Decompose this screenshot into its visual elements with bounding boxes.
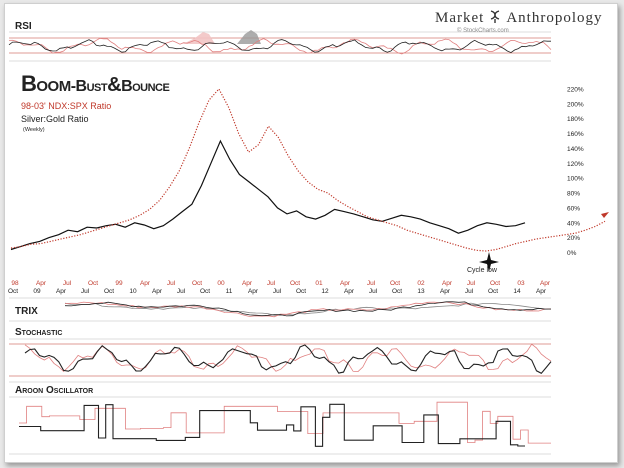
cycle-low-star-icon <box>479 252 499 272</box>
cycle-low-annotation: Cycle low <box>467 267 497 274</box>
top-axis-tick: Oct <box>390 280 400 287</box>
top-axis-tick: 99 <box>115 280 123 287</box>
y-tick-label: 220% <box>567 87 584 94</box>
bottom-axis-tick: Apr <box>536 288 547 295</box>
top-axis-tick: Apr <box>540 280 551 287</box>
bottom-axis-tick: Apr <box>344 288 355 295</box>
chart-canvas: 220%200%180%160%140%120%100%80%60%40%20%… <box>8 30 609 455</box>
top-axis-tick: Apr <box>140 280 151 287</box>
aroon-series-black <box>19 403 525 447</box>
brand-right: Anthropology <box>506 10 603 26</box>
legend-weekly: (Weekly) <box>23 127 45 133</box>
top-axis-tick: Apr <box>340 280 351 287</box>
bottom-axis-tick: Oct <box>8 288 18 295</box>
rsi-title: RSI <box>15 21 32 32</box>
top-axis-tick: Jul <box>167 280 176 287</box>
rsi-peak-shade-2 <box>237 30 261 44</box>
main-chart-title: Boom-Bust&Bounce <box>21 71 170 96</box>
bottom-axis-tick: Jul <box>273 288 282 295</box>
y-tick-label: 140% <box>567 146 584 153</box>
bottom-axis-tick: 12 <box>321 288 329 295</box>
bottom-axis-tick: Jul <box>177 288 186 295</box>
bottom-axis-tick: 14 <box>513 288 521 295</box>
top-axis-tick: Apr <box>442 280 453 287</box>
brand-left: Market <box>435 10 485 26</box>
top-axis-tick: Oct <box>192 280 202 287</box>
top-axis-tick: 01 <box>315 280 323 287</box>
y-tick-label: 180% <box>567 116 584 123</box>
rsi-peak-shade-1 <box>183 32 215 44</box>
y-tick-label: 100% <box>567 176 584 183</box>
bottom-axis-tick: 09 <box>33 288 41 295</box>
top-axis-tick: Jul <box>63 280 72 287</box>
series-ndx-spx <box>10 87 606 252</box>
y-tick-label: 40% <box>567 220 580 227</box>
bottom-axis-tick: 13 <box>417 288 425 295</box>
legend-silver-gold: Silver:Gold Ratio <box>21 114 89 124</box>
brand-logo: Market Anthropology <box>435 10 603 27</box>
chart-frame: 220% 200% 180% 160% 140% 120% 100% 80% 60% 40% 20%… <box>4 3 618 463</box>
top-axis-tick: Oct <box>290 280 300 287</box>
top-axis-tick: Jul <box>267 280 276 287</box>
top-axis-tick: Apr <box>242 280 253 287</box>
bottom-axis-tick: Jul <box>81 288 90 295</box>
y-tick-label: 160% <box>567 131 584 138</box>
bottom-axis-tick: Apr <box>152 288 163 295</box>
top-axis-tick: Oct <box>88 280 98 287</box>
rsi-series-red <box>8 37 552 55</box>
y-tick-label: 60% <box>567 205 580 212</box>
trix-title: TRIX <box>15 306 38 317</box>
top-axis-tick: Jul <box>467 280 476 287</box>
bottom-axis-tick: Jul <box>369 288 378 295</box>
ndx-spx-arrow-icon <box>601 212 609 218</box>
bottom-axis-tick: 10 <box>129 288 137 295</box>
brand-emblem-icon <box>491 10 500 23</box>
bottom-axis-tick: Oct <box>392 288 402 295</box>
top-axis-tick: 98 <box>11 280 19 287</box>
stoch-series-black <box>24 344 552 374</box>
y-tick-label: 200% <box>567 101 584 108</box>
top-axis-tick: Oct <box>490 280 500 287</box>
bottom-axis-tick: Apr <box>440 288 451 295</box>
bottom-axis-tick: Oct <box>488 288 498 295</box>
stochastic-title: Stochastic <box>15 327 63 338</box>
legend-ndx-spx: 98-03' NDX:SPX Ratio <box>21 101 112 111</box>
bottom-axis-tick: Oct <box>296 288 306 295</box>
aroon-series-red <box>19 401 551 444</box>
y-tick-label: 20% <box>567 235 580 242</box>
top-axis-tick: 03 <box>517 280 525 287</box>
top-axis-tick: Apr <box>36 280 47 287</box>
trix-series-black <box>64 301 552 317</box>
source-credit: © StockCharts.com <box>457 28 509 34</box>
bottom-axis-tick: Apr <box>248 288 259 295</box>
y-tick-label: 0% <box>567 250 577 257</box>
bottom-axis-tick: 11 <box>226 288 233 295</box>
rsi-series-black <box>8 39 551 54</box>
trix-series-gray <box>64 302 552 316</box>
top-axis-tick: 00 <box>217 280 225 287</box>
aroon-title: Aroon Oscillator <box>15 385 94 396</box>
series-silver-gold <box>10 139 526 251</box>
bottom-axis-tick: Oct <box>200 288 210 295</box>
stoch-series-red <box>24 343 552 373</box>
y-tick-label: 120% <box>567 161 584 168</box>
top-axis-tick: Jul <box>367 280 376 287</box>
top-axis-tick: 02 <box>417 280 425 287</box>
y-tick-label: 80% <box>567 191 580 198</box>
bottom-axis-tick: Apr <box>56 288 67 295</box>
bottom-axis-tick: Oct <box>104 288 114 295</box>
bottom-axis-tick: Jul <box>465 288 474 295</box>
